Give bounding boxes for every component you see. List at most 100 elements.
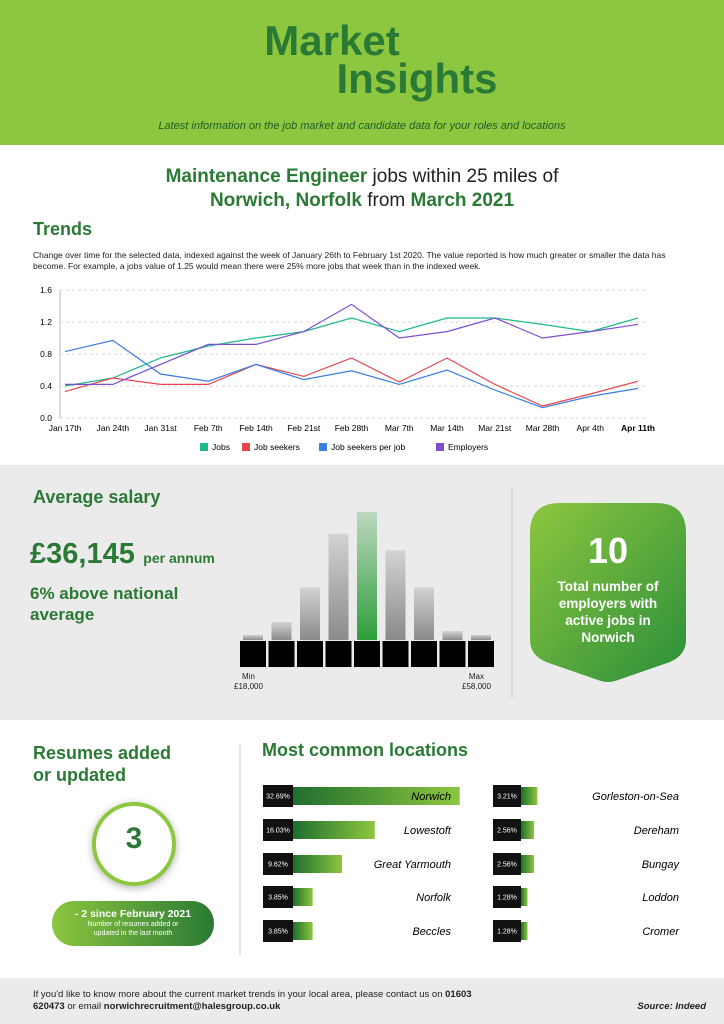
value-box (493, 785, 521, 807)
value-box (263, 853, 293, 875)
x-tick-label: Jan 31st (144, 423, 177, 433)
footer-text: If you'd like to know more about the cur… (33, 989, 503, 1013)
value-label: 3.85% (268, 895, 288, 902)
footer-or: or email (67, 1001, 102, 1012)
location-bar (293, 787, 460, 805)
legend-label: Job seekers (254, 442, 300, 452)
value-box (263, 785, 293, 807)
value-label: 2.56% (497, 862, 517, 869)
x-tick-label: Feb 28th (335, 423, 369, 433)
heading: Maintenance Engineer jobs within 25 mile… (0, 165, 724, 213)
employer-label: Total number of employers with active jo… (557, 579, 659, 645)
salary-base (325, 641, 352, 667)
location-name: Loddon (642, 892, 679, 904)
x-tick-label: Feb 14th (239, 423, 273, 433)
footer-contact: If you'd like to know more about the cur… (33, 989, 443, 1000)
salary-bar (243, 634, 263, 640)
salary-bar (357, 512, 377, 640)
location-name: Bungay (642, 859, 681, 871)
location-name: Norwich (411, 791, 451, 803)
change-note: Number of resumes added or updated in th… (87, 921, 179, 937)
salary-base (439, 641, 466, 667)
section-title: Average salary (33, 487, 161, 507)
line-series (64, 357, 639, 407)
header-band (0, 0, 724, 145)
logo-line: Market (264, 17, 400, 64)
x-tick-label: Mar 14th (430, 423, 464, 433)
value-box (263, 886, 293, 908)
location-name: Cromer (642, 926, 680, 938)
salary-min: Min £18,000 (234, 672, 263, 692)
y-tick-label: 0.0 (40, 413, 52, 423)
legend-swatch (436, 443, 444, 451)
min-value: £18,000 (234, 682, 263, 691)
x-tick-label: Mar 28th (526, 423, 560, 433)
value-label: 2.56% (497, 828, 517, 835)
employer-badge (530, 503, 686, 682)
value-label: 1.28% (497, 929, 517, 936)
value-box (263, 819, 293, 841)
location-bar (293, 922, 313, 940)
section-title: Most common locations (262, 740, 469, 760)
salary-base (240, 641, 266, 667)
legend-swatch (242, 443, 250, 451)
salary-base (354, 641, 380, 667)
salary-bar (471, 634, 491, 640)
location-name: Great Yarmouth (374, 859, 451, 871)
heading-text: jobs within 25 miles of (372, 166, 559, 187)
section-title: Trends (33, 219, 93, 239)
salary-base (268, 641, 295, 667)
location-name: Dereham (634, 825, 679, 837)
section-title: Resumes added or updated (33, 743, 172, 785)
x-tick-label: Feb 21st (287, 423, 321, 433)
value-label: 1.28% (497, 895, 517, 902)
heading-location: Norwich, Norfolk (209, 190, 362, 211)
location-name: Norfolk (416, 892, 451, 904)
line-series (64, 317, 639, 387)
value-box (493, 920, 521, 942)
x-tick-label: Apr 11th (621, 423, 655, 433)
logo: Market Insights (0, 17, 724, 100)
description: Change over time for the selected data, … (33, 250, 666, 271)
heading-role: Maintenance Engineer (165, 166, 368, 187)
salary-base (297, 641, 323, 667)
salary-base (411, 641, 437, 667)
salary-base (468, 641, 494, 667)
salary-period: per annum (143, 550, 215, 566)
location-name: Gorleston-on-Sea (592, 791, 679, 803)
value-label: 3.85% (268, 929, 288, 936)
x-tick-label: Mar 21st (478, 423, 512, 433)
salary-bar (385, 550, 406, 640)
salary-max: Max £58,000 (462, 672, 491, 692)
footer-band (0, 978, 724, 1024)
location-bar (521, 821, 535, 839)
salary-amount: £36,145 (30, 538, 135, 570)
x-tick-label: Jan 24th (96, 423, 129, 433)
location-name: Beccles (412, 926, 451, 938)
salary: £36,145 per annum (30, 538, 215, 571)
salary-bar (300, 587, 320, 640)
legend-label: Employers (448, 442, 488, 452)
value-box (263, 920, 293, 942)
value-box (493, 853, 521, 875)
x-tick-label: Mar 7th (385, 423, 414, 433)
location-bar (293, 888, 313, 906)
location-name: Lowestoft (404, 825, 452, 837)
value-label: 32.69% (266, 794, 290, 801)
source: Source: Indeed (637, 1001, 706, 1012)
value-label: 3.21% (497, 794, 517, 801)
max-value: £58,000 (462, 682, 491, 691)
line-series (64, 339, 639, 409)
legend-label: Job seekers per job (331, 442, 405, 452)
location-bar (521, 888, 528, 906)
x-tick-label: Jan 17th (49, 423, 82, 433)
employer-count: 10 (587, 530, 629, 571)
resume-count: 3 (125, 822, 143, 855)
y-tick-label: 0.4 (40, 381, 52, 391)
location-bar (293, 855, 343, 873)
footer-email: norwichrecruitment@halesgroup.co.uk (103, 1001, 281, 1012)
y-tick-label: 1.6 (40, 285, 52, 295)
min-label: Min (242, 672, 255, 681)
